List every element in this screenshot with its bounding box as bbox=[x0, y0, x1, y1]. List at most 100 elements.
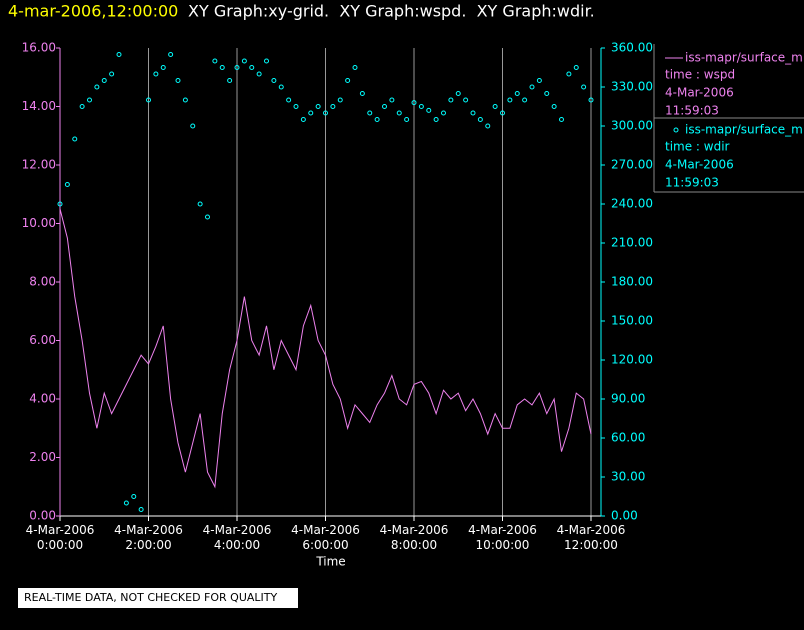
y-tick-label: 4.00 bbox=[29, 392, 56, 406]
point bbox=[367, 110, 373, 116]
x-axis-label: Time bbox=[315, 555, 345, 569]
point bbox=[264, 58, 269, 64]
point bbox=[448, 97, 454, 103]
y2-tick-label: 90.00 bbox=[611, 392, 645, 406]
point bbox=[433, 117, 439, 122]
point bbox=[426, 107, 432, 113]
point bbox=[131, 494, 137, 499]
point bbox=[168, 52, 174, 57]
point bbox=[396, 110, 402, 116]
point bbox=[418, 104, 424, 109]
point bbox=[146, 97, 151, 103]
x-tick-label: 4-Mar-2006 6:00:00 bbox=[291, 523, 360, 552]
legend-text: 4-Mar-2006 bbox=[665, 158, 734, 172]
y2-tick-label: 210.00 bbox=[611, 236, 653, 250]
point bbox=[300, 117, 306, 122]
point bbox=[455, 91, 461, 96]
point bbox=[522, 97, 528, 103]
x-tick-label: 4-Mar-2006 10:00:00 bbox=[468, 523, 537, 552]
point bbox=[345, 78, 351, 83]
y2-tick-label: 270.00 bbox=[611, 158, 653, 172]
note-box bbox=[18, 588, 298, 608]
point bbox=[205, 214, 210, 220]
point bbox=[500, 110, 505, 116]
point bbox=[411, 100, 417, 106]
point bbox=[138, 507, 144, 512]
y2-tick-label: 0.00 bbox=[611, 509, 638, 523]
y-tick-label: 12.00 bbox=[22, 158, 56, 172]
x-tick-label: 4-Mar-2006 4:00:00 bbox=[203, 523, 272, 552]
point bbox=[278, 84, 284, 90]
y2-tick-label: 150.00 bbox=[611, 314, 653, 328]
y-tick-label: 10.00 bbox=[22, 216, 56, 230]
chart-title: XY Graph:xy-grid. XY Graph:wspd. XY Grap… bbox=[188, 2, 595, 21]
point bbox=[101, 78, 107, 83]
point bbox=[389, 97, 395, 103]
point bbox=[153, 71, 159, 77]
point bbox=[492, 104, 498, 109]
x-tick-label: 4-Mar-2006 12:00:00 bbox=[557, 523, 626, 552]
point bbox=[286, 97, 292, 103]
y-tick-label: 8.00 bbox=[29, 275, 56, 289]
point bbox=[536, 78, 542, 83]
header-time: 4-mar-2006,12:00:00 bbox=[8, 2, 178, 21]
legend-text: time : wspd bbox=[665, 68, 735, 82]
legend-label: iss-mapr/surface_m bbox=[685, 51, 803, 65]
point bbox=[323, 110, 328, 116]
legend-text: time : wdir bbox=[665, 140, 730, 154]
point bbox=[463, 97, 469, 103]
point bbox=[116, 52, 122, 57]
point bbox=[190, 123, 196, 129]
y-tick-label: 16.00 bbox=[22, 41, 56, 55]
point bbox=[441, 110, 446, 116]
point bbox=[529, 84, 535, 90]
point bbox=[79, 104, 85, 109]
point bbox=[64, 182, 70, 187]
point bbox=[219, 65, 225, 70]
point bbox=[485, 123, 491, 129]
x-tick-label: 4-Mar-2006 2:00:00 bbox=[114, 523, 183, 552]
point bbox=[182, 97, 188, 103]
legend-swatch bbox=[673, 127, 679, 133]
point bbox=[588, 97, 594, 103]
y2-tick-label: 30.00 bbox=[611, 470, 645, 484]
legend-text: 11:59:03 bbox=[665, 176, 719, 190]
point bbox=[234, 65, 240, 70]
y2-tick-label: 300.00 bbox=[611, 119, 653, 133]
point bbox=[197, 201, 203, 207]
point bbox=[109, 71, 115, 77]
point bbox=[308, 110, 314, 116]
point bbox=[382, 104, 387, 109]
point bbox=[477, 117, 483, 122]
point bbox=[559, 117, 564, 122]
legend-text: 4-Mar-2006 bbox=[665, 86, 734, 100]
point bbox=[72, 136, 78, 142]
point bbox=[57, 201, 63, 207]
point bbox=[175, 78, 181, 83]
y2-tick-label: 360.00 bbox=[611, 41, 653, 55]
point bbox=[374, 117, 380, 122]
point bbox=[227, 78, 233, 83]
point bbox=[160, 65, 166, 70]
y2-tick-label: 330.00 bbox=[611, 80, 653, 94]
y2-tick-label: 60.00 bbox=[611, 431, 645, 445]
point bbox=[581, 84, 587, 90]
note: REAL-TIME DATA, NOT CHECKED FOR QUALITY bbox=[24, 591, 278, 604]
point bbox=[212, 58, 218, 64]
point bbox=[256, 71, 262, 77]
point bbox=[359, 91, 365, 96]
point bbox=[249, 65, 255, 70]
point bbox=[123, 500, 129, 506]
line bbox=[59, 208, 592, 489]
point bbox=[87, 97, 92, 103]
x-tick-label: 4-Mar-2006 8:00:00 bbox=[380, 523, 449, 552]
point bbox=[271, 78, 277, 83]
point bbox=[566, 71, 572, 77]
point bbox=[470, 110, 476, 116]
point bbox=[337, 97, 343, 103]
point bbox=[551, 104, 557, 109]
y-tick-label: 14.00 bbox=[22, 99, 56, 113]
y2-tick-label: 180.00 bbox=[611, 275, 653, 289]
point bbox=[352, 65, 358, 70]
